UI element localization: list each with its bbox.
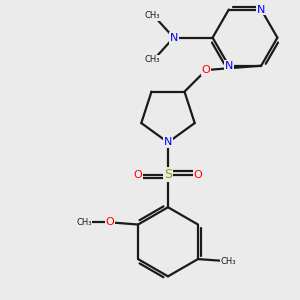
Text: N: N <box>164 137 172 147</box>
Text: N: N <box>169 33 178 43</box>
Text: CH₃: CH₃ <box>220 257 236 266</box>
Text: N: N <box>225 61 233 71</box>
Text: O: O <box>202 65 211 75</box>
Text: N: N <box>257 4 266 15</box>
Text: S: S <box>164 168 172 181</box>
Text: O: O <box>194 170 203 180</box>
Text: CH₃: CH₃ <box>76 218 92 227</box>
Text: O: O <box>106 218 114 227</box>
Text: CH₃: CH₃ <box>144 56 160 64</box>
Text: CH₃: CH₃ <box>144 11 160 20</box>
Text: N: N <box>164 137 172 147</box>
Text: O: O <box>134 170 142 180</box>
